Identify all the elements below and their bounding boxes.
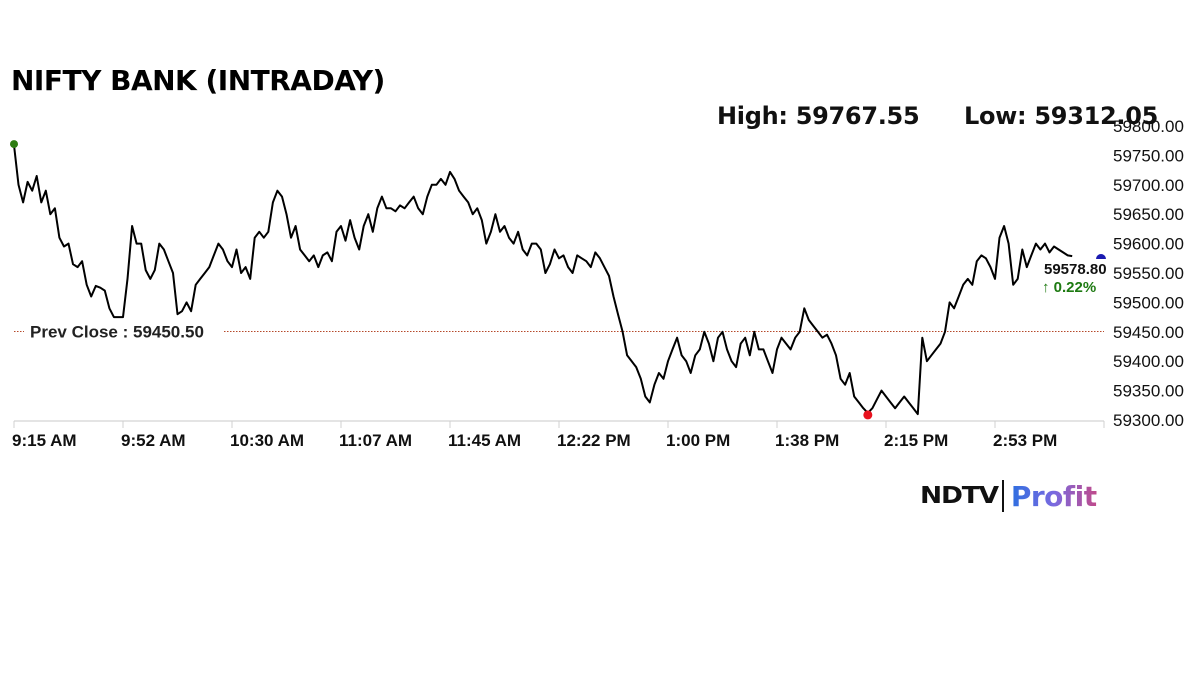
y-tick-label: 59700.00 xyxy=(1113,176,1184,195)
x-tick-label: 2:15 PM xyxy=(884,431,948,450)
y-tick-label: 59750.00 xyxy=(1113,146,1184,165)
y-tick-label: 59500.00 xyxy=(1113,293,1184,312)
logo-divider xyxy=(1001,480,1004,512)
last-price-label: 59578.80 xyxy=(1044,261,1107,278)
low-marker-icon xyxy=(863,410,873,420)
last-price-marker-icon xyxy=(1096,254,1106,259)
high-marker-icon xyxy=(10,140,18,149)
y-tick-label: 59550.00 xyxy=(1113,264,1184,283)
price-line xyxy=(13,144,1073,416)
ndtv-wordmark: NDTV xyxy=(920,483,999,509)
last-value-bg xyxy=(1040,260,1110,296)
x-tick-label: 12:22 PM xyxy=(557,431,631,450)
x-tick-label: 9:15 AM xyxy=(12,431,77,450)
y-tick-label: 59300.00 xyxy=(1113,411,1184,430)
y-tick-label: 59400.00 xyxy=(1113,352,1184,371)
x-tick-label: 9:52 AM xyxy=(121,431,186,450)
change-percent-label: ↑ 0.22% xyxy=(1042,279,1096,296)
ndtv-profit-logo: NDTV Profit xyxy=(920,476,1097,516)
y-tick-label: 59800.00 xyxy=(1113,117,1184,136)
x-tick-label: 1:38 PM xyxy=(775,431,839,450)
y-tick-label: 59650.00 xyxy=(1113,205,1184,224)
x-tick-label: 11:45 AM xyxy=(448,431,521,450)
y-tick-label: 59450.00 xyxy=(1113,323,1184,342)
x-tick-label: 2:53 PM xyxy=(993,431,1057,450)
y-tick-label: 59600.00 xyxy=(1113,235,1184,254)
y-axis: 59800.00 59750.00 59700.00 59650.00 59600.00… xyxy=(1113,117,1184,430)
y-tick-label: 59350.00 xyxy=(1113,382,1184,401)
prev-close-label: Prev Close : 59450.50 xyxy=(30,323,204,342)
profit-wordmark: Profit xyxy=(1010,479,1097,513)
x-tick-label: 1:00 PM xyxy=(666,431,730,450)
day-high-label: High: 59767.55 xyxy=(717,102,920,130)
day-low-label: Low: 59312.05 xyxy=(964,102,1159,130)
prev-close-label-bg xyxy=(24,320,224,343)
x-tick-label: 11:07 AM xyxy=(339,431,412,450)
chart-title: NIFTY BANK (INTRADAY) xyxy=(11,64,385,97)
x-axis: 9:15 AM 9:52 AM 10:30 AM 11:07 AM 11:45 AM 12… xyxy=(12,420,1105,450)
x-tick-label: 10:30 AM xyxy=(230,431,304,450)
